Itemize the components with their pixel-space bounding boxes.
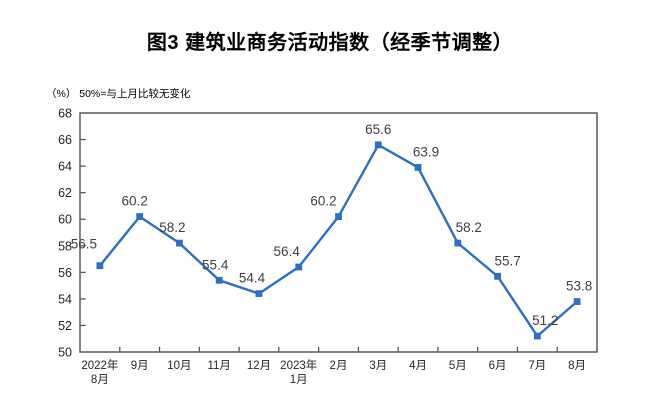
data-point-marker <box>533 332 541 340</box>
series-line <box>98 143 579 338</box>
x-axis-label: 2月 <box>330 360 348 372</box>
data-point-marker <box>295 263 303 271</box>
data-point-marker <box>136 213 144 220</box>
data-point-marker <box>176 239 183 247</box>
data-point-marker <box>374 141 382 149</box>
data-point-marker <box>573 298 581 305</box>
data-point-marker <box>96 262 104 270</box>
y-axis-label: 66 <box>58 133 72 147</box>
data-point-marker <box>335 213 342 220</box>
x-axis-label: 12月 <box>247 360 271 372</box>
y-axis-label: 64 <box>58 160 72 174</box>
data-point-marker <box>454 239 462 247</box>
data-label: 63.9 <box>413 144 439 159</box>
data-label: 56.4 <box>274 244 301 259</box>
y-axis-label: 50 <box>58 346 72 360</box>
x-axis-label: 11月 <box>207 360 230 372</box>
x-axis-label: 9月 <box>131 360 149 372</box>
x-axis-label: 3月 <box>369 360 387 372</box>
x-axis-label: 10月 <box>167 360 191 372</box>
y-axis-label: 60 <box>58 213 72 227</box>
data-label: 53.8 <box>566 279 592 294</box>
data-label: 55.7 <box>494 253 520 268</box>
axis-unit-note: （%） 50%=与上月比较无变化 <box>46 88 191 100</box>
y-axis-label: 68 <box>58 107 72 121</box>
x-axis-label: 1月 <box>290 374 308 386</box>
x-axis-label: 5月 <box>449 360 467 372</box>
data-label: 65.6 <box>365 122 391 137</box>
data-point-marker <box>414 164 422 171</box>
data-label: 51.2 <box>532 313 558 328</box>
data-label: 60.2 <box>310 194 336 209</box>
data-label: 54.4 <box>239 271 266 286</box>
data-label: 58.2 <box>456 220 482 235</box>
y-axis-label: 58 <box>58 239 72 253</box>
x-axis-label: 2023年 <box>280 358 317 372</box>
y-axis-label: 56 <box>58 266 72 280</box>
y-axis-label: 62 <box>58 186 72 200</box>
x-axis-label: 8月 <box>91 374 109 386</box>
x-axis-label: 8月 <box>568 360 586 372</box>
data-point-marker <box>494 272 501 280</box>
chart-title: 图3 建筑业商务活动指数（经季节调整） <box>146 32 514 54</box>
x-axis-label: 6月 <box>489 360 507 372</box>
data-label: 56.5 <box>71 237 97 252</box>
data-label: 60.2 <box>122 194 148 209</box>
data-label: 55.4 <box>202 257 229 272</box>
y-axis-label: 52 <box>58 319 72 333</box>
x-axis-label: 4月 <box>409 360 427 372</box>
data-label: 58.2 <box>159 220 185 235</box>
data-point-marker <box>255 290 263 297</box>
x-axis-label: 2022年 <box>81 358 118 372</box>
plot-border <box>79 112 598 353</box>
data-point-marker <box>215 276 223 284</box>
y-axis-label: 54 <box>58 292 72 306</box>
x-axis-label: 7月 <box>528 360 546 372</box>
